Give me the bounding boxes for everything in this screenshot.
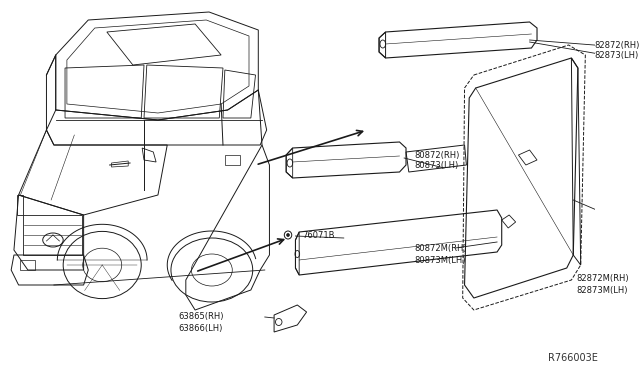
Text: 80872M(RH): 80872M(RH)	[414, 244, 467, 253]
Text: 80873M(LH): 80873M(LH)	[414, 256, 466, 264]
Ellipse shape	[287, 234, 289, 237]
Text: 63865(RH): 63865(RH)	[179, 312, 224, 321]
Text: 80872(RH): 80872(RH)	[414, 151, 460, 160]
Text: 82873(LH): 82873(LH)	[595, 51, 639, 60]
Text: R766003E: R766003E	[548, 353, 598, 363]
Text: 80873(LH): 80873(LH)	[414, 160, 459, 170]
Text: 82873M(LH): 82873M(LH)	[576, 285, 628, 295]
Text: 82872(RH): 82872(RH)	[595, 41, 640, 49]
Text: 76071B: 76071B	[302, 231, 335, 240]
Text: 82872M(RH): 82872M(RH)	[576, 273, 628, 282]
Text: 63866(LH): 63866(LH)	[179, 324, 223, 333]
